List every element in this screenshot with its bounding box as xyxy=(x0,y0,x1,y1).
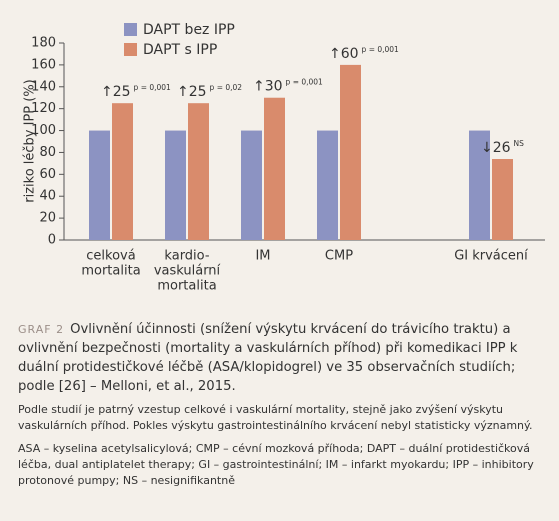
bar xyxy=(165,130,186,240)
x-tick-label: mortalita xyxy=(81,264,140,279)
y-axis-label: riziko léčby IPP (%) xyxy=(23,79,38,203)
bar xyxy=(241,130,262,240)
y-tick-label: 80 xyxy=(39,145,56,160)
annotation-text: ↑25 xyxy=(177,84,207,100)
annotation-text: ↑60 xyxy=(329,46,359,62)
annotation-note: p = 0,02 xyxy=(210,83,243,92)
y-tick-label: 100 xyxy=(31,123,56,138)
x-tick-label: mortalita xyxy=(157,279,216,294)
bar xyxy=(188,103,209,240)
value-annotation: ↑30 p = 0,001 xyxy=(253,78,323,95)
caption-abbreviations: ASA – kyselina acetylsalicylová; CMP – c… xyxy=(18,442,534,487)
y-tick-label: 20 xyxy=(39,211,56,226)
bar xyxy=(89,130,110,240)
value-annotation: ↓26 NS xyxy=(481,139,524,156)
annotation-note: p = 0,001 xyxy=(362,45,400,54)
x-tick-label: kardio- xyxy=(164,249,209,264)
y-tick-label: 180 xyxy=(31,36,56,51)
bar xyxy=(112,103,133,240)
y-tick-label: 160 xyxy=(31,57,56,72)
bar xyxy=(492,159,513,240)
caption-title: Ovlivnění účinnosti (snížení výskytu krv… xyxy=(18,322,518,394)
annotation-note: p = 0,001 xyxy=(134,83,172,92)
value-annotation: ↑25 p = 0,001 xyxy=(101,83,171,100)
chart: riziko léčby IPP (%) 0 20 40 60 80 100 120 140 1… xyxy=(23,22,545,294)
legend-swatch xyxy=(124,43,137,56)
y-tick-label: 120 xyxy=(31,101,56,116)
annotation-note: p = 0,001 xyxy=(286,78,324,87)
legend-swatch xyxy=(124,23,137,36)
caption: GRAF 2 Ovlivnění účinnosti (snížení výsky… xyxy=(18,320,546,496)
caption-label: GRAF 2 xyxy=(18,323,65,336)
caption-title-block: GRAF 2 Ovlivnění účinnosti (snížení výsky… xyxy=(18,320,546,396)
annotation-note: NS xyxy=(514,139,525,148)
y-tick-label: 140 xyxy=(31,79,56,94)
legend-label: DAPT bez IPP xyxy=(143,22,235,38)
value-annotation: ↑25 p = 0,02 xyxy=(177,83,242,100)
x-tick-label: vaskulární xyxy=(154,264,221,279)
value-annotation: ↑60 p = 0,001 xyxy=(329,45,399,62)
x-tick-label: celková xyxy=(86,249,135,264)
bar xyxy=(264,97,285,240)
x-tick-label: GI krvácení xyxy=(454,249,528,264)
bar xyxy=(317,130,338,240)
y-tick-label: 60 xyxy=(39,167,56,182)
caption-description: Podle studií je patrný vzestup celkové i… xyxy=(18,403,533,432)
x-tick-label: CMP xyxy=(325,249,353,264)
x-tick-label: IM xyxy=(255,249,270,264)
legend-label: DAPT s IPP xyxy=(143,42,217,58)
annotation-text: ↑30 xyxy=(253,79,283,95)
y-tick-label: 0 xyxy=(48,233,56,248)
bar xyxy=(340,64,361,240)
bar xyxy=(469,130,490,240)
annotation-text: ↓26 xyxy=(481,140,511,156)
annotation-text: ↑25 xyxy=(101,84,131,100)
y-tick-label: 40 xyxy=(39,189,56,204)
